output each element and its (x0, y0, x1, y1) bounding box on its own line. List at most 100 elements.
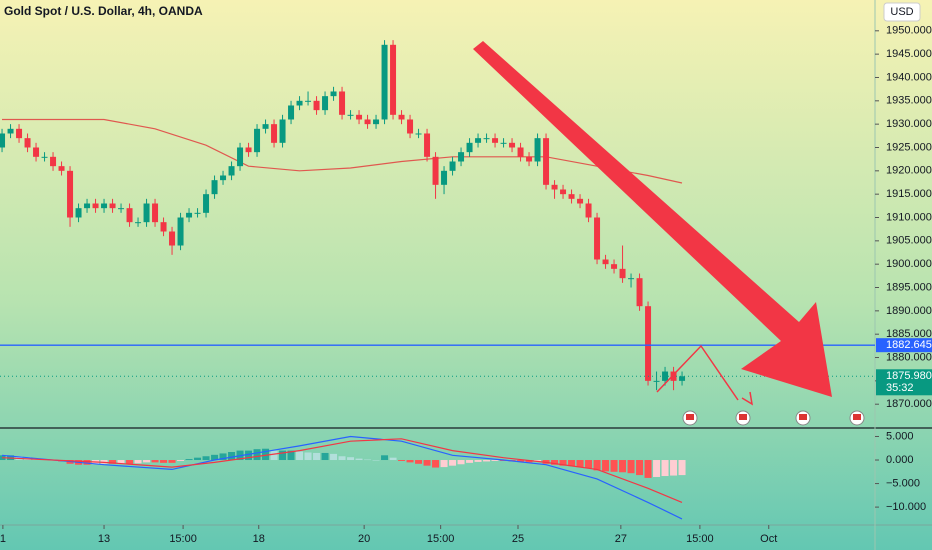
candle-body (551, 184, 558, 190)
candle-body (288, 105, 295, 120)
macd-histogram-bar (117, 460, 125, 464)
price-tick-label: 1925.000 (886, 141, 932, 153)
candle-body (186, 212, 193, 218)
candle-body (7, 128, 14, 134)
price-tick-label: 1890.000 (886, 305, 932, 317)
candle-body (364, 119, 371, 125)
macd-histogram-bar (279, 450, 287, 461)
candle-body (390, 44, 397, 115)
candle-body (509, 142, 516, 148)
macd-histogram-bar (449, 460, 457, 466)
candle-body (194, 212, 201, 214)
price-tick-label: 1920.000 (886, 165, 932, 177)
macd-histogram-bar (534, 460, 542, 462)
candle-body (211, 180, 218, 195)
time-tick-label: 15:00 (427, 533, 455, 545)
candle-body (177, 217, 184, 246)
macd-histogram-bar (143, 460, 151, 463)
macd-histogram-bar (678, 460, 686, 476)
macd-histogram-bar (202, 456, 210, 461)
macd-histogram-bar (194, 457, 202, 461)
signal-line (1, 438, 683, 503)
macd-line (1, 435, 683, 520)
candle-body (483, 138, 490, 140)
candle-body (67, 170, 74, 218)
macd-histogram-bar (245, 450, 253, 461)
candle-body (356, 114, 363, 120)
candle-body (33, 147, 40, 157)
macd-histogram-bar (627, 460, 635, 474)
price-label-box (876, 369, 932, 396)
candle-body (109, 203, 116, 209)
macd-histogram-bar (406, 460, 414, 463)
candle-body (415, 133, 422, 135)
candle-body (670, 371, 677, 381)
candle-body (398, 114, 405, 120)
macd-histogram-bar (355, 458, 363, 461)
macd-histogram-bar (185, 459, 193, 461)
candle-body (424, 133, 431, 157)
time-tick-label: 25 (512, 533, 524, 545)
candle-body (203, 194, 210, 213)
candle-body (262, 124, 269, 129)
macd-tick-label: 0.000 (886, 454, 914, 466)
price-tick-label: 1950.000 (886, 25, 932, 37)
candle-body (169, 231, 176, 246)
macd-histogram-bar (644, 460, 652, 478)
macd-histogram-bar (109, 460, 117, 464)
macd-histogram-bar (491, 460, 499, 461)
candle-body (611, 264, 618, 269)
macd-histogram-bar (398, 460, 406, 461)
time-tick-label: 18 (253, 533, 265, 545)
price-tick-label: 1870.000 (886, 398, 932, 410)
macd-histogram-bar (517, 460, 525, 462)
candle-body (41, 156, 48, 158)
candle-body (75, 208, 82, 218)
candle-body (50, 156, 57, 167)
price-label: 1882.645 (886, 339, 932, 351)
candle-body (534, 138, 541, 162)
candle-body (526, 156, 533, 162)
candle-body (449, 161, 456, 171)
candle-body (24, 138, 31, 148)
macd-histogram-bar (483, 460, 491, 462)
macd-histogram-bar (559, 460, 567, 466)
candle-body (237, 147, 244, 167)
time-tick-label: 20 (358, 533, 370, 545)
macd-histogram-bar (661, 460, 669, 477)
drawn-arrow (473, 41, 832, 397)
candle-body (313, 100, 320, 111)
event-markers (682, 410, 865, 426)
candle-body (58, 166, 65, 171)
macd-histogram-bar (466, 460, 474, 463)
macd-histogram-bar (253, 449, 261, 461)
candle-body (118, 208, 125, 210)
price-label-box (876, 338, 932, 353)
candle-body (653, 380, 660, 382)
macd-histogram-bar (381, 455, 389, 461)
candle-body (500, 142, 507, 144)
macd-histogram-bar (296, 451, 304, 461)
candle-body (628, 278, 635, 280)
candle-body (16, 128, 23, 139)
candle-body (152, 203, 159, 223)
candle-body (220, 175, 227, 181)
flag-icon (686, 414, 694, 420)
macd-histogram-bar (415, 460, 423, 464)
candle-body (492, 138, 499, 143)
macd-histogram-bar (364, 459, 372, 461)
time-tick-label: 13 (98, 533, 110, 545)
candle-body (381, 44, 388, 120)
flag-icon (739, 414, 747, 420)
candle-body (296, 100, 303, 106)
macd-histogram-bar (228, 452, 236, 461)
symbol-title: Gold Spot / U.S. Dollar, 4h, OANDA (4, 4, 203, 18)
macd-histogram-bar (83, 460, 91, 465)
price-tick-label: 1935.000 (886, 95, 932, 107)
macd-histogram-bar (134, 460, 142, 464)
macd-histogram-bar (551, 460, 559, 465)
currency-box[interactable] (883, 2, 921, 22)
macd-histogram-bar (619, 460, 627, 473)
candle-body (339, 91, 346, 115)
candle-body (560, 189, 567, 195)
